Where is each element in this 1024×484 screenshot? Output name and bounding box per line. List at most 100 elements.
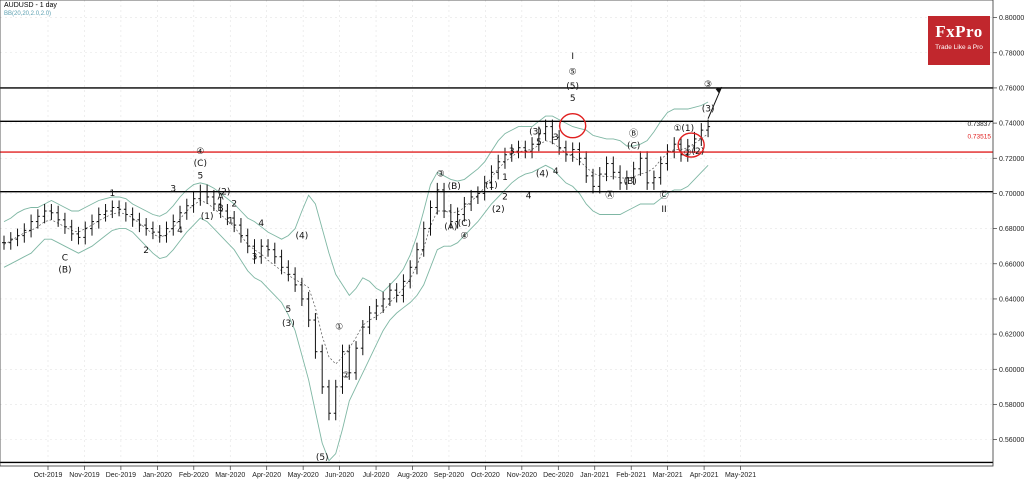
wave-label: ① xyxy=(335,323,343,333)
x-tick-label: May-2021 xyxy=(725,472,756,479)
wave-label: ③ xyxy=(704,80,712,90)
y-tick-label: 0.74000 xyxy=(999,121,1024,128)
wave-label: (3) xyxy=(529,128,542,138)
wave-label: 3 xyxy=(553,133,559,143)
x-tick-label: Oct-2019 xyxy=(34,472,63,479)
wave-label: B xyxy=(218,204,224,214)
wave-label: (1) xyxy=(485,181,498,191)
y-tick-label: 0.70000 xyxy=(999,191,1024,198)
wave-label: (B) xyxy=(624,177,637,187)
wave-label: (A) xyxy=(444,222,457,232)
fxpro-logo: FxPro Trade Like a Pro xyxy=(928,16,990,65)
top-highlight-circle xyxy=(558,113,587,139)
wave-label: (3) xyxy=(702,105,715,115)
x-tick-label: Sep-2020 xyxy=(434,472,464,479)
wave-label: II xyxy=(661,205,666,215)
wave-label: ⑤ xyxy=(569,68,577,78)
wave-label: (C) xyxy=(458,219,471,229)
x-tick-label: Dec-2020 xyxy=(543,472,573,479)
wave-label: 2 xyxy=(502,193,508,203)
wave-label: (3) xyxy=(282,319,295,329)
wave-label: 4 xyxy=(526,192,532,202)
x-tick-label: Nov-2019 xyxy=(69,472,99,479)
logo-name: FxPro xyxy=(935,22,983,41)
wave-label: 1 xyxy=(109,189,115,199)
x-tick-label: Jul-2020 xyxy=(363,472,390,479)
wave-label: 2 xyxy=(231,200,237,210)
wave-label: ③ xyxy=(437,170,445,180)
projection-arrow-line xyxy=(707,86,723,119)
wave-label: ④ xyxy=(196,147,204,157)
wave-label: 3 xyxy=(509,147,515,157)
y-tick-label: 0.76000 xyxy=(999,85,1024,92)
wave-label: 4 xyxy=(553,167,559,177)
wave-label: (2) xyxy=(492,205,505,215)
wave-label: 2 xyxy=(143,246,149,256)
wave-label: ① xyxy=(674,124,682,134)
x-tick-label: Jan-2021 xyxy=(580,472,609,479)
logo-tagline: Trade Like a Pro xyxy=(935,44,983,51)
x-tick-label: Feb-2021 xyxy=(616,472,646,479)
bb-middle-line xyxy=(3,133,709,365)
plot-frame xyxy=(0,0,994,467)
x-tick-label: Mar-2021 xyxy=(653,472,683,479)
y-tick-label: 0.66000 xyxy=(999,261,1024,268)
wave-label: (1) xyxy=(201,212,214,222)
y-tick-label: 0.64000 xyxy=(999,296,1024,303)
y-tick-label: 0.60000 xyxy=(999,367,1024,374)
x-tick-label: Jan-2020 xyxy=(143,472,172,479)
wave-label: 5 xyxy=(570,94,576,104)
wave-label: 4 xyxy=(177,226,183,236)
x-tick-label: Apr-2020 xyxy=(252,472,281,479)
breakout-highlight-circle xyxy=(677,132,705,158)
x-tick-label: Oct-2020 xyxy=(471,472,500,479)
x-tick-label: Apr-2021 xyxy=(690,472,719,479)
wave-label: (2) xyxy=(692,147,705,157)
chart-title: AUDUSD - 1 day xyxy=(4,2,57,9)
wave-label: ② xyxy=(684,149,692,159)
wave-label: (B) xyxy=(58,266,71,276)
wave-label: (1) xyxy=(681,124,694,134)
wave-label: 5 xyxy=(536,138,542,148)
wave-label: 5 xyxy=(285,305,291,315)
x-tick-label: Nov-2020 xyxy=(507,472,537,479)
wave-label: 3 xyxy=(170,185,176,195)
indicator-label: BB(20,20,2.0,2.0) xyxy=(4,11,52,17)
wave-label: Ⓐ xyxy=(605,190,614,201)
x-tick-label: Dec-2019 xyxy=(106,472,136,479)
wave-label: A xyxy=(218,193,225,203)
y-tick-label: 0.58000 xyxy=(999,402,1024,409)
y-tick-label: 0.78000 xyxy=(999,50,1024,57)
bb-upper-line xyxy=(3,101,709,297)
y-tick-label: 0.80000 xyxy=(999,15,1024,22)
x-tick-label: May-2020 xyxy=(288,472,319,479)
wave-label: (4) xyxy=(536,170,549,180)
wave-label: (B) xyxy=(448,182,461,192)
wave-label: (4) xyxy=(296,231,309,241)
wave-label: (C) xyxy=(627,142,640,152)
wave-label: 1 xyxy=(228,216,234,226)
x-tick-label: Jun-2020 xyxy=(325,472,354,479)
projection-arrow-head xyxy=(715,87,722,94)
wave-label: 3 xyxy=(252,252,258,262)
wave-label: ② xyxy=(342,371,350,381)
y-tick-label: 0.72000 xyxy=(999,156,1024,163)
price-label: 0.73837 xyxy=(968,121,992,128)
wave-label: Ⓑ xyxy=(629,128,638,139)
bb-lower-line xyxy=(3,164,709,462)
x-tick-label: Aug-2020 xyxy=(397,472,427,479)
wave-label: (5) xyxy=(316,453,329,463)
wave-label: (5) xyxy=(566,82,579,92)
y-tick-label: 0.62000 xyxy=(999,332,1024,339)
wave-label: C xyxy=(62,253,68,263)
wave-label: 1 xyxy=(502,173,508,183)
y-tick-label: 0.68000 xyxy=(999,226,1024,233)
wave-label: ④ xyxy=(460,231,468,241)
wave-label: 4 xyxy=(258,219,264,229)
x-tick-label: Mar-2020 xyxy=(215,472,245,479)
price-label: 0.73515 xyxy=(968,134,992,141)
y-tick-label: 0.56000 xyxy=(999,437,1024,444)
wave-label: (C) xyxy=(194,159,207,169)
